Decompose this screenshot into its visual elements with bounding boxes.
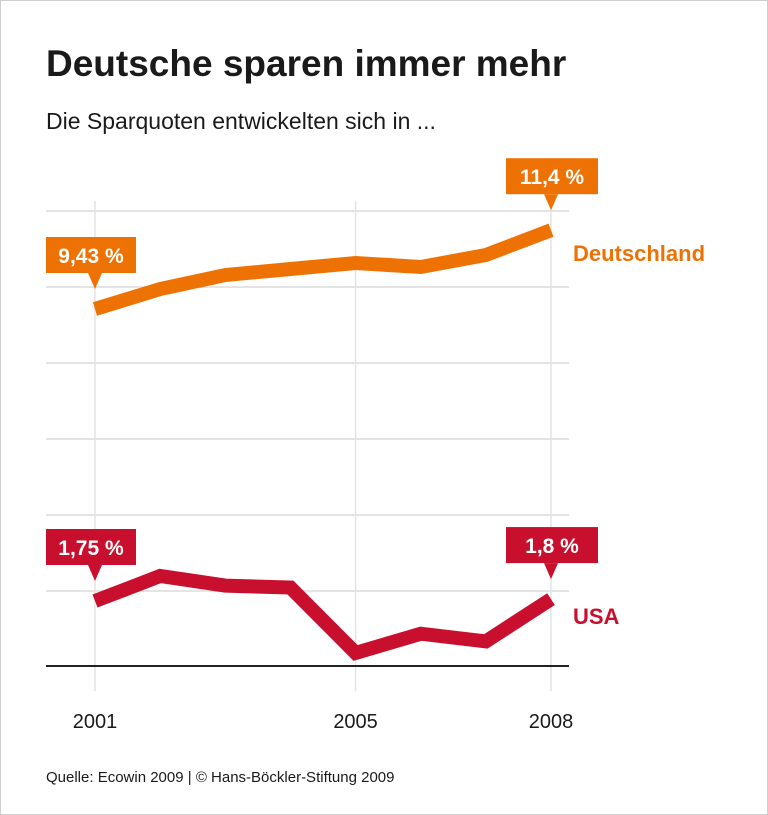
value-callout-box	[506, 158, 598, 195]
x-tick-label: 2008	[529, 711, 574, 733]
value-callout-label: 1,75 %	[58, 537, 124, 560]
value-callout-box	[46, 237, 136, 273]
value-callout-box	[506, 527, 598, 564]
series-label: Deutschland	[573, 241, 705, 266]
value-callout-box	[46, 529, 136, 565]
callout-pointer	[544, 563, 558, 580]
x-tick-label: 2005	[333, 711, 378, 733]
callout-pointer	[88, 565, 102, 581]
source-note: Quelle: Ecowin 2009 | © Hans-Böckler-Sti…	[46, 769, 394, 786]
x-tick-label: 2001	[73, 711, 118, 733]
chart-title: Deutsche sparen immer mehr	[46, 43, 566, 84]
value-callout-label: 1,8 %	[525, 535, 579, 558]
value-callout-label: 11,4 %	[520, 166, 585, 189]
series-line-usa	[92, 568, 555, 661]
series-label: USA	[573, 604, 620, 629]
series-line-deutschland	[92, 223, 554, 316]
value-callout-label: 9,43 %	[58, 245, 124, 268]
callout-pointer	[544, 194, 558, 211]
chart-subtitle: Die Sparquoten entwickelten sich in ...	[46, 108, 436, 134]
callout-pointer	[88, 273, 102, 289]
